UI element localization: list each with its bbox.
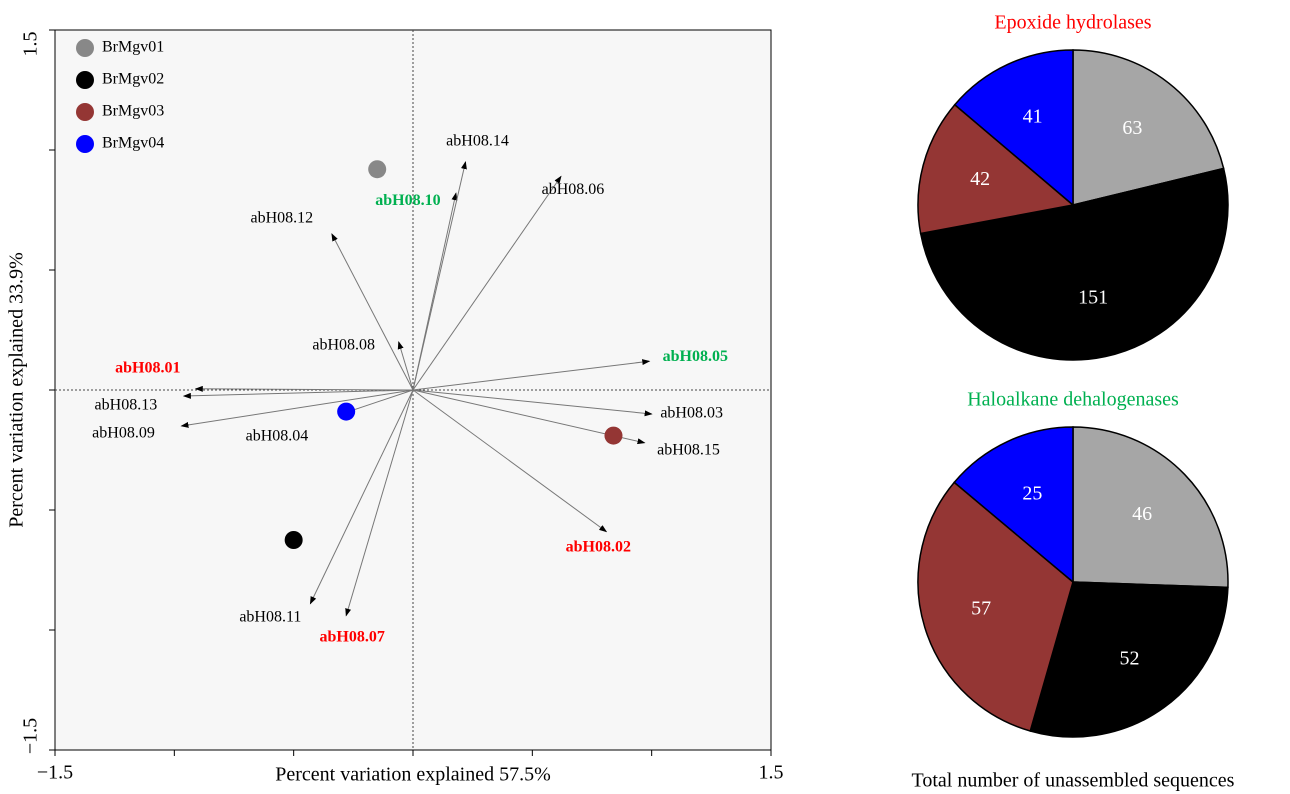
loading-label: abH08.12 <box>251 210 314 227</box>
loading-arrow <box>309 389 414 605</box>
loading-arrow <box>412 175 562 391</box>
legend-label: BrMgv04 <box>102 135 164 152</box>
loading-arrow <box>412 389 653 417</box>
pie-title: Epoxide hydrolases <box>994 12 1151 34</box>
loading-arrow <box>345 389 414 617</box>
pie-slice <box>917 481 1074 732</box>
loading-label: abH08.07 <box>320 628 385 645</box>
legend-marker <box>76 71 94 89</box>
loading-label: abH08.11 <box>239 608 301 625</box>
slice-label: 46 <box>1132 503 1152 525</box>
legend-label: BrMgv03 <box>102 103 164 120</box>
loading-arrow <box>182 389 414 399</box>
legend-label: BrMgv02 <box>102 71 164 88</box>
loading-label: abH08.08 <box>312 337 375 354</box>
legend-marker <box>76 103 94 121</box>
loading-label: abH08.15 <box>657 441 720 458</box>
pie-slice <box>1072 49 1225 206</box>
slice-label: 151 <box>1078 287 1108 309</box>
slice-label: 52 <box>1119 647 1139 669</box>
loading-arrow <box>412 161 467 391</box>
loading-arrow <box>194 385 414 392</box>
loading-label: abH08.06 <box>542 181 605 198</box>
pie-slice <box>953 426 1074 584</box>
loading-arrow <box>412 359 651 391</box>
loading-arrow <box>397 341 414 391</box>
pie-slice <box>1072 426 1229 589</box>
pie-slice <box>917 103 1075 235</box>
loading-label: abH08.03 <box>660 405 723 422</box>
slice-label: 25 <box>1022 482 1042 504</box>
loading-label: abH08.13 <box>95 397 158 414</box>
x-tick-label: 1.5 <box>759 762 784 784</box>
footer: Total number of unassembled sequences <box>912 770 1235 792</box>
x-tick-label: −1.5 <box>37 762 73 784</box>
loading-label: abH08.02 <box>566 538 631 555</box>
loading-label: abH08.04 <box>246 427 309 444</box>
pie-title: Haloalkane dehalogenases <box>967 389 1179 411</box>
loading-label: abH08.09 <box>92 425 155 442</box>
site-point <box>604 426 623 445</box>
x-axis-label: Percent variation explained 57.5% <box>275 764 550 786</box>
site-point <box>368 160 387 179</box>
site-point <box>284 531 303 549</box>
slice-label: 41 <box>1023 105 1043 127</box>
slice-label: 57 <box>971 598 991 620</box>
loading-label: abH08.10 <box>375 192 440 209</box>
legend-label: BrMgv01 <box>102 39 164 56</box>
pie-slice <box>919 167 1229 361</box>
loading-arrow <box>331 233 414 391</box>
y-tick-label: 1.5 <box>20 32 42 57</box>
y-tick-label: −1.5 <box>20 718 42 754</box>
legend-marker <box>76 39 94 57</box>
loading-arrow <box>344 389 414 414</box>
loading-label: abH08.14 <box>446 133 509 150</box>
slice-label: 42 <box>970 168 990 190</box>
loading-arrow <box>180 389 414 428</box>
slice-label: 63 <box>1122 117 1142 139</box>
site-point <box>337 402 356 421</box>
legend-marker <box>76 135 94 153</box>
loading-arrow <box>412 389 608 533</box>
loading-label: abH08.05 <box>663 348 728 365</box>
y-axis-label: Percent variation explained 33.9% <box>6 252 28 527</box>
loading-label: abH08.01 <box>115 359 180 376</box>
pie-slice <box>953 49 1074 207</box>
pie-slice <box>1029 581 1229 738</box>
